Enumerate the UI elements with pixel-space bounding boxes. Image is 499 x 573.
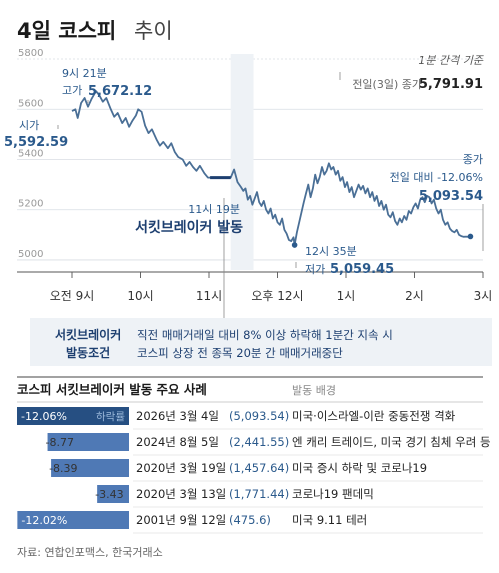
case-date: 2026년 3월 4일 xyxy=(136,409,219,423)
case-bar xyxy=(17,407,129,425)
x-tick-label: 오후 12시 xyxy=(251,289,303,303)
x-axis: 오전 9시 10시 11시 오후 12시 1시 2시 3시 xyxy=(17,271,493,303)
case-pct-label: -3.43 xyxy=(95,488,123,501)
case-reason: 미국 9.11 테러 xyxy=(292,513,367,527)
case-reason: 엔 캐리 트레이드, 미국 경기 침체 우려 등 xyxy=(292,435,491,449)
y-tick-label: 5800 xyxy=(18,48,43,59)
high-time-label: 9시 21분 xyxy=(62,67,107,80)
cases-title: 코스피 서킷브레이커 발동 주요 사례 xyxy=(17,382,207,397)
case-date: 2020년 3월 13일 xyxy=(136,487,226,501)
case-row: -3.43 2020년 3월 13일 (1,771.44) 코로나19 팬데믹 xyxy=(95,485,483,508)
case-rate-label: 하락률 xyxy=(96,410,125,423)
source: 자료: 연합인포맥스, 한국거래소 xyxy=(17,546,163,559)
cb-time-label: 11시 19분 xyxy=(188,203,240,216)
conditions-title-2: 발동조건 xyxy=(66,345,110,360)
case-reason: 미국·이스라엘-이란 중동전쟁 격화 xyxy=(292,409,456,423)
y-tick-label: 5600 xyxy=(18,98,43,109)
close-change: 전일 대비 -12.06% xyxy=(390,170,483,184)
case-pct-label: -8.39 xyxy=(49,462,77,475)
close-label: 종가 xyxy=(463,153,483,166)
case-index: (5,093.54) xyxy=(229,409,289,423)
case-date: 2020년 3월 19일 xyxy=(136,461,226,475)
prev-close-label: 전일(3일) 종가 xyxy=(352,77,422,91)
low-label: 저가 xyxy=(305,263,325,276)
case-pct-label: -12.06% xyxy=(21,410,67,423)
close-marker xyxy=(467,233,474,240)
x-tick-label: 10시 xyxy=(127,289,153,303)
case-reason: 미국 증시 하락 및 코로나19 xyxy=(292,461,427,475)
case-reason: 코로나19 팬데믹 xyxy=(292,487,374,501)
x-tick-label: 3시 xyxy=(474,289,493,303)
high-value: 5,672.12 xyxy=(88,84,152,99)
circuit-breaker-band xyxy=(230,54,254,270)
case-index: (475.6) xyxy=(229,513,271,527)
conditions-box xyxy=(30,318,492,366)
x-tick-label: 오전 9시 xyxy=(50,289,95,303)
case-index: (1,457.64) xyxy=(229,461,289,475)
case-pct-label: -12.02% xyxy=(21,514,67,527)
case-date: 2024년 8월 5일 xyxy=(136,435,219,449)
title-light: 추이 xyxy=(134,19,173,43)
kospi-series-line xyxy=(71,90,471,246)
open-value: 5,592.59 xyxy=(4,135,68,150)
low-time-label: 12시 35분 xyxy=(305,245,357,258)
close-value: 5,093.54 xyxy=(419,189,483,204)
low-value: 5,059.45 xyxy=(330,262,394,277)
y-tick-label: 5000 xyxy=(18,249,43,260)
case-pct-label: -8.77 xyxy=(46,436,74,449)
case-bar xyxy=(51,459,130,477)
case-date: 2001년 9월 12일 xyxy=(136,513,226,527)
conditions-line-1: 직전 매매거래일 대비 8% 이상 하락해 1분간 지속 시 xyxy=(137,328,393,342)
interval-note: 1분 간격 기준 xyxy=(418,54,483,67)
y-tick-label: 5400 xyxy=(18,148,43,159)
case-row: -8.77 2024년 8월 5일 (2,441.55) 엔 캐리 트레이드, 미국 … xyxy=(46,433,491,456)
prev-close-value: 5,791.91 xyxy=(419,77,483,92)
y-tick-label: 5200 xyxy=(18,199,43,210)
cases-table: -12.06% 하락률 2026년 3월 4일 (5,093.54) 미국·이스라엘-이… xyxy=(17,407,491,534)
open-label: 시가 xyxy=(19,119,39,132)
high-label: 고가 xyxy=(62,84,82,97)
case-bar xyxy=(17,511,129,529)
case-index: (1,771.44) xyxy=(229,487,289,501)
case-bar xyxy=(97,485,129,503)
x-tick-label: 11시 xyxy=(196,289,222,303)
conditions-line-2: 코스피 상장 전 종목 20분 간 매매거래중단 xyxy=(137,346,343,360)
x-tick-label: 2시 xyxy=(405,289,424,303)
case-index: (2,441.55) xyxy=(229,435,289,449)
case-bar xyxy=(47,433,130,451)
case-row: -8.39 2020년 3월 19일 (1,457.64) 미국 증시 하락 및 코로… xyxy=(49,459,483,482)
case-row: -12.02% 2001년 9월 12일 (475.6) 미국 9.11 테러 xyxy=(17,511,483,534)
conditions-title-1: 서킷브레이커 xyxy=(55,327,121,342)
case-row: -12.06% 하락률 2026년 3월 4일 (5,093.54) 미국·이스라엘-이… xyxy=(17,407,483,430)
cases-bg-header: 발동 배경 xyxy=(292,384,336,397)
title-bold: 4일 코스피 xyxy=(17,19,116,43)
x-tick-label: 1시 xyxy=(337,289,356,303)
cb-label: 서킷브레이커 발동 xyxy=(135,219,243,236)
low-marker xyxy=(291,242,298,248)
